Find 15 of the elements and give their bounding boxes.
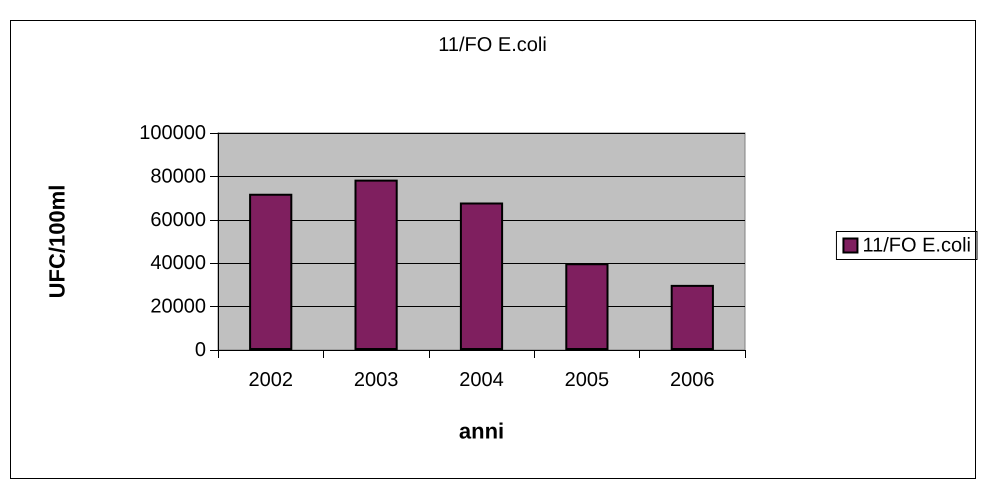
chart-title: 11/FO E.coli	[438, 34, 547, 56]
x-tick-label: 2002	[248, 369, 293, 391]
y-axis-title: UFC/100ml	[44, 184, 70, 298]
y-tick-label: 80000	[150, 165, 206, 188]
legend-label: 11/FO E.coli	[862, 234, 972, 256]
y-tick-label: 20000	[150, 296, 206, 318]
y-tick-label: 0	[194, 339, 206, 361]
x-axis-title: anni	[458, 418, 504, 444]
x-tick-label: 2003	[354, 369, 398, 391]
x-tick-label: 2005	[564, 369, 610, 391]
y-tick-label: 40000	[150, 252, 206, 274]
x-tick-label: 2006	[670, 369, 715, 391]
x-tick-label: 2004	[459, 369, 504, 391]
y-tick-label: 100000	[139, 122, 206, 144]
y-tick-label: 60000	[150, 208, 206, 231]
